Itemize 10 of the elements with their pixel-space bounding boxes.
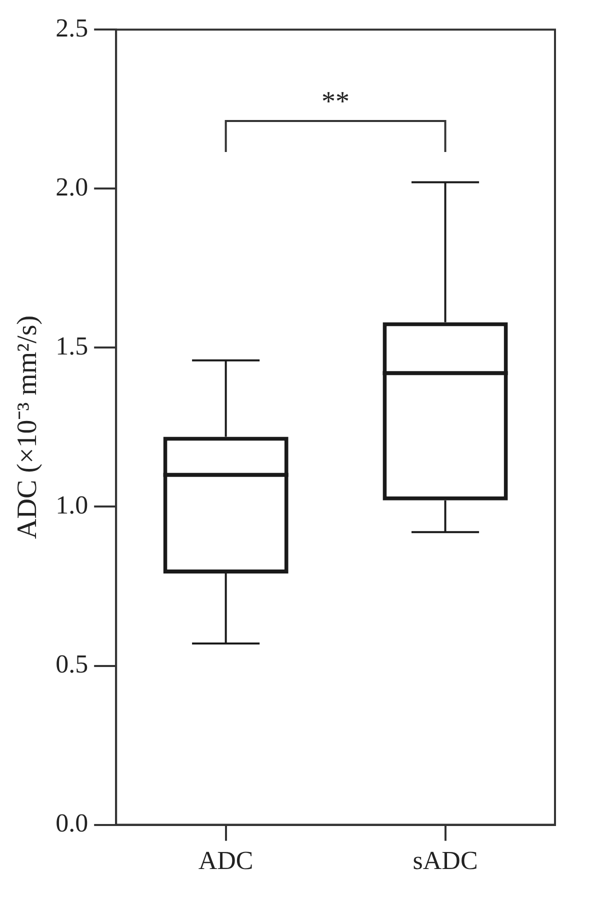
y-axis-title: ADC (×10⁻³ mm²/s) <box>12 315 44 539</box>
y-tick-label: 1.5 <box>56 332 88 361</box>
annotation: ** <box>322 86 350 118</box>
x-tick-label: ADC <box>198 846 254 876</box>
y-tick-label: 0.0 <box>56 808 88 838</box>
y-tick-label: 0.5 <box>56 650 88 679</box>
y-tick-label: 1.0 <box>56 490 88 520</box>
x-tick-label: sADC <box>412 846 478 876</box>
y-tick-label: 2.0 <box>56 172 88 202</box>
y-tick-label: 2.5 <box>56 13 88 42</box>
